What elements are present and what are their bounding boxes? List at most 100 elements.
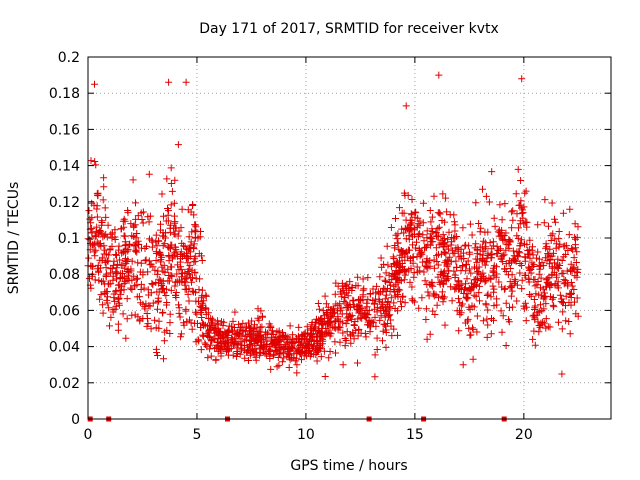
data-point [407, 257, 415, 265]
data-point [185, 233, 193, 241]
data-point [391, 305, 399, 312]
data-point [124, 266, 132, 273]
data-point [380, 260, 388, 268]
data-point [380, 307, 387, 315]
data-point [321, 373, 329, 380]
data-point [118, 249, 126, 257]
data-point [145, 291, 153, 299]
data-point [209, 315, 217, 323]
data-point [376, 273, 384, 281]
data-point [490, 316, 497, 324]
data-point [163, 301, 170, 309]
data-point [100, 183, 108, 191]
data-point [192, 288, 199, 296]
data-point [329, 310, 337, 318]
data-point [113, 251, 120, 259]
data-point [482, 192, 490, 200]
data-point [558, 325, 566, 333]
y-tick-label: 0.16 [49, 122, 80, 138]
data-point [197, 346, 205, 354]
data-point [525, 264, 533, 272]
data-point [535, 308, 543, 316]
data-point [400, 229, 408, 237]
data-point [133, 248, 141, 256]
data-point [319, 337, 327, 345]
data-point [191, 257, 199, 265]
data-point [481, 278, 489, 286]
data-point [124, 207, 132, 214]
data-point [526, 236, 534, 244]
data-point [319, 307, 327, 315]
data-point [346, 303, 354, 311]
data-point [373, 334, 381, 342]
data-point [298, 347, 306, 355]
data-point [204, 354, 212, 362]
data-point [508, 208, 516, 216]
data-point [294, 334, 302, 342]
data-point [355, 325, 363, 333]
data-point [113, 260, 121, 268]
data-point [531, 282, 539, 290]
data-point [107, 230, 115, 238]
data-point [95, 229, 103, 237]
data-point [540, 305, 548, 313]
data-point [137, 259, 145, 267]
data-point [185, 297, 193, 305]
data-point [157, 220, 164, 228]
data-point [433, 258, 441, 265]
data-point [364, 274, 372, 282]
data-point [351, 318, 359, 325]
data-point [362, 333, 370, 341]
data-point [258, 323, 266, 331]
data-point [132, 215, 140, 223]
data-point [99, 309, 107, 317]
data-point [358, 304, 366, 312]
data-point [518, 276, 526, 284]
data-point [431, 311, 439, 318]
axis-ticks: 0 0.02 0.04 0.06 0.08 0.1 0.12 0.14 0.16 0.18 0.2 0… [49, 50, 611, 443]
data-point [313, 332, 321, 340]
data-point [268, 330, 276, 338]
data-point [135, 293, 143, 301]
data-point [505, 316, 512, 324]
data-point [107, 313, 115, 321]
data-point [100, 232, 108, 240]
data-point [517, 177, 525, 184]
data-point [409, 241, 416, 249]
data-point [85, 207, 93, 215]
data-point [545, 222, 552, 230]
data-point [373, 282, 381, 290]
data-point [346, 311, 354, 319]
data-point [566, 205, 574, 213]
data-point [198, 314, 206, 321]
data-point [381, 276, 389, 284]
data-point [154, 352, 161, 359]
data-point [551, 215, 558, 223]
data-point [439, 190, 447, 198]
data-point [531, 302, 539, 310]
data-point [497, 245, 504, 253]
data-point [207, 352, 215, 360]
data-point [547, 232, 555, 240]
data-point [545, 273, 553, 281]
data-point [373, 346, 381, 353]
data-point [518, 236, 526, 244]
data-point [149, 299, 157, 307]
data-point [119, 310, 127, 318]
data-point [551, 259, 558, 267]
data-point [533, 281, 541, 289]
data-point [384, 261, 392, 269]
data-point [184, 290, 192, 298]
data-point [509, 303, 517, 311]
data-point [464, 315, 472, 323]
data-point [483, 258, 491, 266]
data-point [152, 248, 160, 256]
data-point [171, 219, 179, 227]
data-point [263, 340, 271, 348]
data-point [87, 157, 95, 165]
data-point [530, 296, 538, 303]
data-point [504, 240, 512, 248]
data-point [385, 271, 393, 279]
data-point [470, 303, 478, 311]
data-point [472, 293, 480, 301]
